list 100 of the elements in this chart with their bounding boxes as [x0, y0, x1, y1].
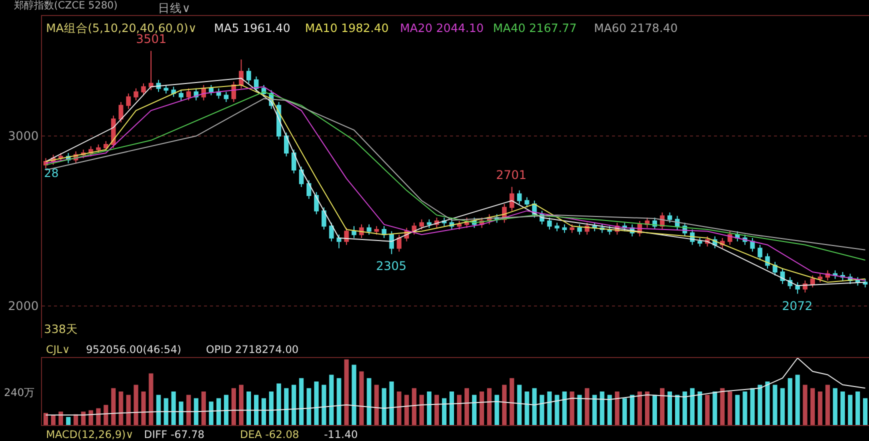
bar: [848, 394, 852, 425]
candlestick: [832, 270, 838, 280]
candlestick: [554, 222, 560, 232]
bar: [58, 412, 64, 425]
candlestick: [126, 93, 131, 110]
candlestick: [171, 86, 176, 98]
bar: [269, 392, 274, 425]
annotation: MA40 2167.77: [493, 21, 577, 35]
text: OPID 2718274.00: [206, 344, 299, 356]
bar: [758, 384, 762, 425]
bar: [44, 412, 48, 425]
candlestick: [765, 252, 770, 270]
chart-title: 郑醇指数(CZCE 5280): [14, 0, 118, 12]
bar: [404, 394, 409, 425]
bar: [712, 392, 718, 425]
bar: [547, 392, 552, 425]
candlestick: [780, 268, 785, 284]
bar: [728, 392, 732, 425]
bar: [284, 388, 289, 425]
bar: [652, 394, 657, 425]
bar: [171, 392, 176, 425]
text: MACD(12,26,9)∨: [46, 429, 134, 441]
bar: [532, 388, 537, 425]
bar: [51, 414, 56, 425]
text: 240万: [4, 387, 36, 399]
bar: [818, 392, 822, 425]
bar: [164, 398, 168, 425]
annotation: MA20 2044.10: [400, 21, 484, 35]
candlestick: [246, 68, 252, 84]
bar: [825, 384, 830, 425]
candlestick: [426, 218, 432, 228]
text: 952056.00(46:54): [86, 344, 182, 356]
bar: [262, 398, 266, 425]
candlestick: [366, 224, 372, 236]
annotation: 28: [44, 166, 59, 180]
bar: [862, 398, 868, 425]
candlestick: [818, 273, 822, 283]
candlestick: [134, 88, 138, 101]
bar: [374, 384, 379, 425]
bar: [66, 416, 71, 425]
bar: [487, 388, 492, 425]
bar: [292, 384, 296, 425]
bar: [396, 392, 402, 425]
bar: [254, 394, 259, 425]
candlestick: [178, 90, 184, 101]
bar: [194, 398, 198, 425]
bar: [577, 394, 582, 425]
bar: [434, 394, 439, 425]
bar: [246, 392, 252, 425]
bar: [426, 392, 432, 425]
bar: [810, 388, 815, 425]
annotation: MA组合(5,10,20,40,60,0)∨: [46, 21, 197, 35]
candlestick: [322, 206, 326, 230]
bar: [682, 392, 688, 425]
candlestick: [698, 238, 702, 248]
candlestick: [389, 230, 394, 255]
bar: [630, 394, 634, 425]
annotation: 3501: [136, 32, 167, 46]
annotation: MA60 2178.40: [594, 21, 678, 35]
annotation: MA10 1982.40: [305, 21, 389, 35]
bar: [637, 392, 642, 425]
candlestick: [224, 91, 229, 103]
candlestick: [750, 238, 755, 252]
bar: [742, 392, 748, 425]
bar: [238, 384, 244, 425]
annotation: 2701: [496, 168, 527, 182]
candlestick: [795, 282, 800, 294]
candlestick: [118, 102, 124, 123]
annotation: 2072: [782, 299, 813, 313]
bar: [329, 374, 334, 425]
annotation: MA5 1961.40: [214, 21, 290, 35]
bar: [111, 388, 116, 425]
candlestick: [772, 261, 778, 276]
bar: [795, 374, 800, 425]
bar: [644, 392, 650, 425]
bar: [208, 402, 214, 425]
bar: [224, 394, 228, 425]
bar: [322, 384, 326, 425]
bar: [494, 394, 500, 425]
candlestick: [562, 224, 567, 234]
candlestick: [382, 226, 386, 239]
bar: [668, 392, 672, 425]
bar: [524, 392, 530, 425]
bar: [698, 392, 702, 425]
bar: [464, 388, 470, 425]
candlestick: [306, 180, 312, 200]
candlestick: [374, 226, 379, 236]
bar: [502, 384, 507, 425]
bar: [141, 392, 146, 425]
bar: [389, 381, 394, 425]
annotation: 338天: [44, 322, 78, 336]
bar: [178, 402, 184, 425]
candlestick: [419, 218, 424, 230]
candlestick: [547, 217, 552, 230]
bar: [802, 384, 808, 425]
bar: [118, 392, 124, 425]
bar: [231, 388, 236, 425]
bar: [442, 398, 446, 425]
candlestick: [329, 222, 334, 242]
bar: [720, 388, 725, 425]
